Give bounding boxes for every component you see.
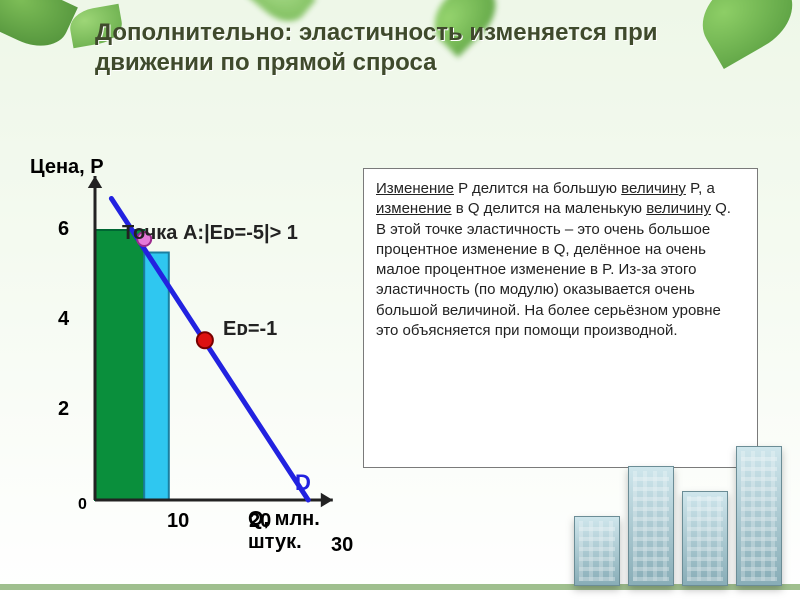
leaf-decor <box>689 0 800 69</box>
y-tick: 4 <box>58 308 69 331</box>
origin-label: 0 <box>78 496 87 514</box>
building <box>682 491 728 586</box>
annotation-point-a: Точка A:|Eᴅ=-5|> 1 <box>122 222 312 244</box>
y-axis-label: Цена, P <box>30 156 104 179</box>
building <box>628 466 674 586</box>
x-tick: 10 <box>167 510 189 533</box>
explanation-text: Изменение P делится на большую величину … <box>376 180 731 339</box>
y-tick: 2 <box>58 398 69 421</box>
slide-title: Дополнительно: эластичность изменяется п… <box>95 18 695 78</box>
y-tick: 6 <box>58 218 69 241</box>
x-tick: 30 <box>331 534 353 557</box>
leaf-decor <box>0 0 78 57</box>
buildings-decor <box>574 446 782 586</box>
elasticity-chart <box>30 150 390 550</box>
building <box>574 516 620 586</box>
x-tick: 20 <box>249 510 271 533</box>
annotation-d: D <box>295 470 311 496</box>
building <box>736 446 782 586</box>
explanation-box: Изменение P делится на большую величину … <box>363 168 758 468</box>
annotation-ed: Eᴅ=-1 <box>223 318 277 341</box>
